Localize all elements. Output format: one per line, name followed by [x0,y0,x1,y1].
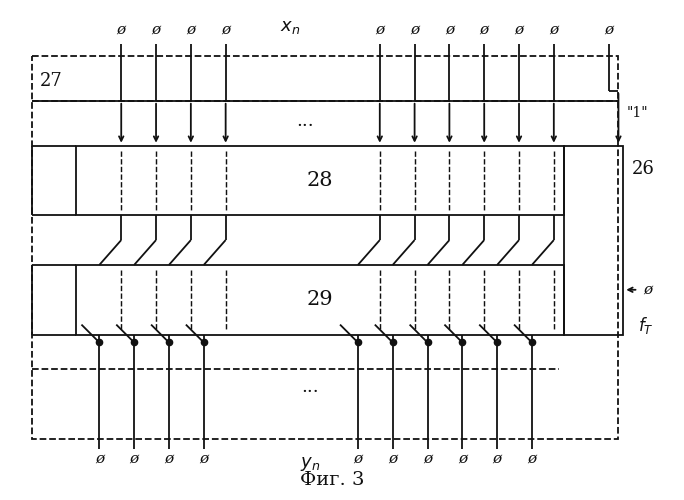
Text: ø: ø [164,452,174,466]
Text: ø: ø [458,452,467,466]
Text: ø: ø [423,452,432,466]
Bar [31,56,618,439]
Text: Фиг. 3: Фиг. 3 [300,470,365,488]
Text: 28: 28 [307,171,333,190]
Text: ø: ø [445,22,454,36]
Text: ø: ø [95,452,104,466]
Text: ø: ø [479,22,489,36]
Bar [77,265,564,334]
Text: ø: ø [644,283,653,297]
Text: ø: ø [186,22,196,36]
Text: 27: 27 [40,72,62,90]
Text: ø: ø [199,452,209,466]
Text: ø: ø [129,452,139,466]
Text: ø: ø [376,22,384,36]
Text: $x_n$: $x_n$ [280,18,300,36]
Text: $y_n$: $y_n$ [300,455,320,473]
Text: ø: ø [354,452,363,466]
Text: $f_T$: $f_T$ [638,314,654,336]
Text: ø: ø [388,452,397,466]
Text: ...: ... [302,378,319,396]
Text: ø: ø [514,22,523,36]
Text: ø: ø [151,22,161,36]
Text: ø: ø [549,22,558,36]
Text: ø: ø [117,22,126,36]
Text: ø: ø [527,452,536,466]
Text: 26: 26 [631,160,655,178]
Text: ø: ø [492,452,501,466]
Bar [564,146,623,334]
Bar [77,146,564,215]
Text: "1": "1" [627,106,648,120]
Text: ø: ø [221,22,231,36]
Text: ø: ø [410,22,419,36]
Text: 29: 29 [307,290,333,309]
Text: ...: ... [296,112,314,130]
Text: ø: ø [604,22,613,36]
